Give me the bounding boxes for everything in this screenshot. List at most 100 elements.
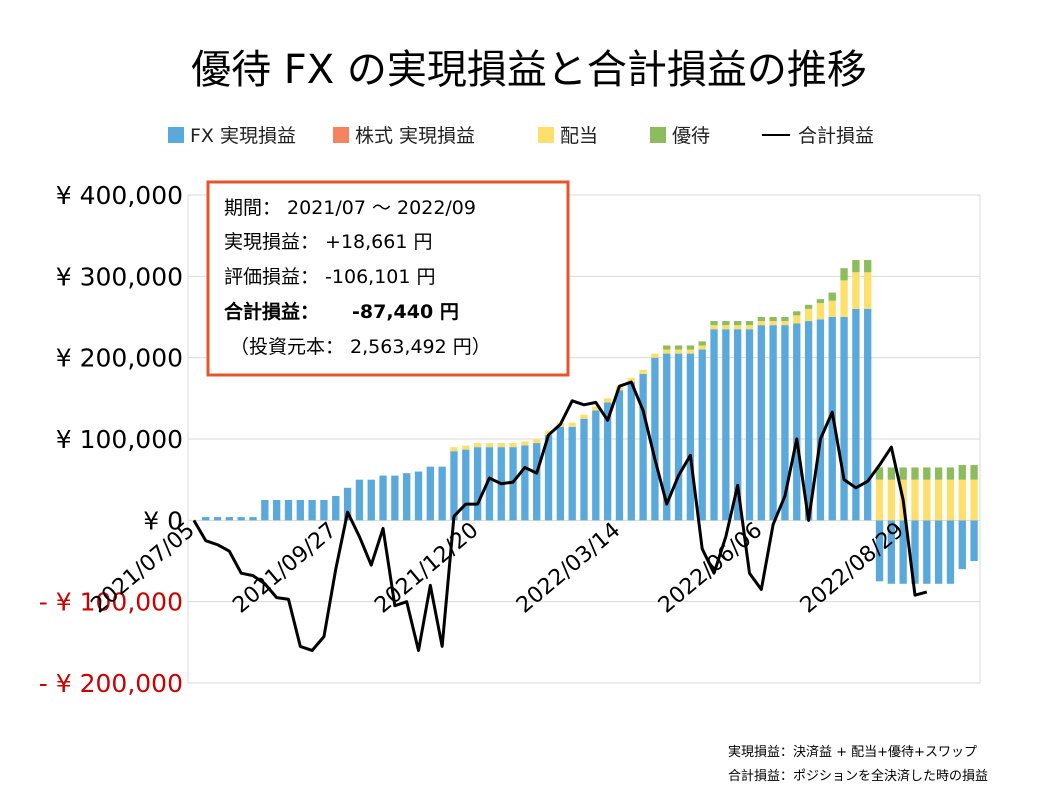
- bar-yutai: [934, 467, 943, 480]
- bar-fx-realized: [533, 443, 541, 521]
- y-tick-label: ¥ 100,000: [56, 425, 183, 454]
- info-period: 期間： 2021/07 〜 2022/09: [224, 197, 476, 219]
- bar-yutai: [828, 292, 836, 301]
- legend: FX 実現損益 株式 実現損益 配当 優待 合計損益: [168, 125, 874, 147]
- bar-fx-realized: [213, 517, 222, 521]
- bar-fx-realized: [438, 466, 446, 521]
- footnote-realized: 実現損益：決済益 + 配当+優待+スワップ: [728, 744, 977, 760]
- bar-dividend: [852, 272, 860, 309]
- bar-fx-realized: [923, 520, 931, 584]
- bar-fx-realized: [686, 353, 695, 521]
- bar-yutai: [911, 467, 919, 480]
- info-unrealized: 評価損益： -106,101 円: [224, 266, 436, 288]
- bar-fx-realized: [272, 500, 281, 521]
- bar-dividend: [674, 349, 683, 354]
- bar-yutai: [816, 299, 825, 304]
- bar-fx-realized: [521, 445, 529, 521]
- bar-fx-realized: [757, 325, 765, 521]
- bar-fx-realized: [391, 475, 399, 521]
- bar-yutai: [674, 345, 683, 350]
- bar-yutai: [852, 260, 860, 273]
- bar-dividend: [958, 479, 966, 521]
- bar-dividend: [533, 439, 541, 444]
- bar-fx-realized: [639, 373, 647, 521]
- legend-swatch: [168, 127, 184, 143]
- bar-fx-realized: [414, 471, 423, 521]
- bar-dividend: [781, 321, 789, 326]
- bar-fx-realized: [946, 520, 955, 584]
- bar-fx-realized: [379, 475, 387, 521]
- bar-fx-realized: [249, 517, 257, 521]
- bar-dividend: [710, 325, 718, 330]
- bar-dividend: [887, 479, 896, 521]
- bar-yutai: [875, 467, 884, 480]
- bar-dividend: [840, 280, 848, 317]
- bar-dividend: [923, 479, 931, 521]
- legend-label: 配当: [560, 125, 598, 147]
- bar-yutai: [722, 321, 730, 326]
- bar-yutai: [946, 467, 955, 480]
- bar-yutai: [663, 345, 671, 350]
- bar-dividend: [497, 443, 505, 448]
- bar-fx-realized: [722, 329, 730, 521]
- bar-fx-realized: [403, 473, 411, 521]
- bar-fx-realized: [296, 500, 304, 521]
- bar-fx-realized: [781, 325, 789, 521]
- bar-yutai: [899, 467, 907, 480]
- bar-fx-realized: [840, 317, 848, 521]
- y-tick-label: ¥ 200,000: [56, 344, 183, 373]
- bar-fx-realized: [603, 402, 612, 521]
- bar-yutai: [745, 321, 754, 326]
- bar-dividend: [580, 414, 588, 419]
- total-line: [192, 380, 928, 652]
- bar-fx-realized: [899, 520, 907, 584]
- bar-yutai: [840, 268, 848, 281]
- bar-fx-realized: [651, 357, 659, 521]
- bar-fx-realized: [875, 520, 884, 582]
- bar-fx-realized: [698, 349, 706, 521]
- legend-label: FX 実現損益: [190, 125, 296, 147]
- bar-fx-realized: [793, 323, 801, 521]
- bar-fx-realized: [627, 382, 635, 521]
- bar-dividend: [568, 422, 576, 427]
- bar-fx-realized: [592, 410, 600, 521]
- bar-yutai: [781, 317, 789, 322]
- bar-yutai: [793, 311, 801, 316]
- bar-dividend: [663, 349, 671, 354]
- bar-dividend: [544, 430, 553, 435]
- bar-fx-realized: [734, 329, 742, 521]
- legend-label: 合計損益: [798, 125, 874, 147]
- bar-dividend: [934, 479, 943, 521]
- bar-fx-realized: [225, 517, 234, 521]
- bar-fx-realized: [970, 520, 978, 561]
- bar-yutai: [686, 345, 695, 350]
- bar-dividend: [757, 321, 765, 326]
- bar-fx-realized: [958, 520, 966, 570]
- bar-fx-realized: [355, 479, 364, 521]
- bar-dividend: [592, 406, 600, 411]
- legend-swatch: [538, 127, 554, 143]
- bar-fx-realized: [450, 451, 458, 521]
- bar-dividend: [639, 369, 647, 374]
- bar-yutai: [864, 260, 872, 273]
- bar-dividend: [603, 398, 612, 403]
- bar-dividend: [734, 325, 742, 330]
- info-realized: 実現損益： +18,661 円: [224, 231, 432, 253]
- legend-swatch: [333, 127, 349, 143]
- y-tick-label: ¥ 400,000: [56, 181, 183, 210]
- bars: [202, 260, 978, 584]
- bar-fx-realized: [816, 319, 825, 521]
- bar-dividend: [698, 345, 706, 350]
- bar-fx-realized: [887, 520, 896, 584]
- legend-swatch: [650, 127, 666, 143]
- bar-fx-realized: [462, 449, 470, 521]
- bar-dividend: [875, 479, 884, 521]
- bar-dividend: [651, 353, 659, 358]
- bar-fx-realized: [202, 517, 210, 521]
- bar-fx-realized: [769, 325, 777, 521]
- bar-dividend: [804, 308, 813, 322]
- info-box: 期間： 2021/07 〜 2022/09 実現損益： +18,661 円 評価…: [206, 180, 570, 377]
- bar-yutai: [970, 465, 978, 480]
- bar-yutai: [769, 317, 777, 322]
